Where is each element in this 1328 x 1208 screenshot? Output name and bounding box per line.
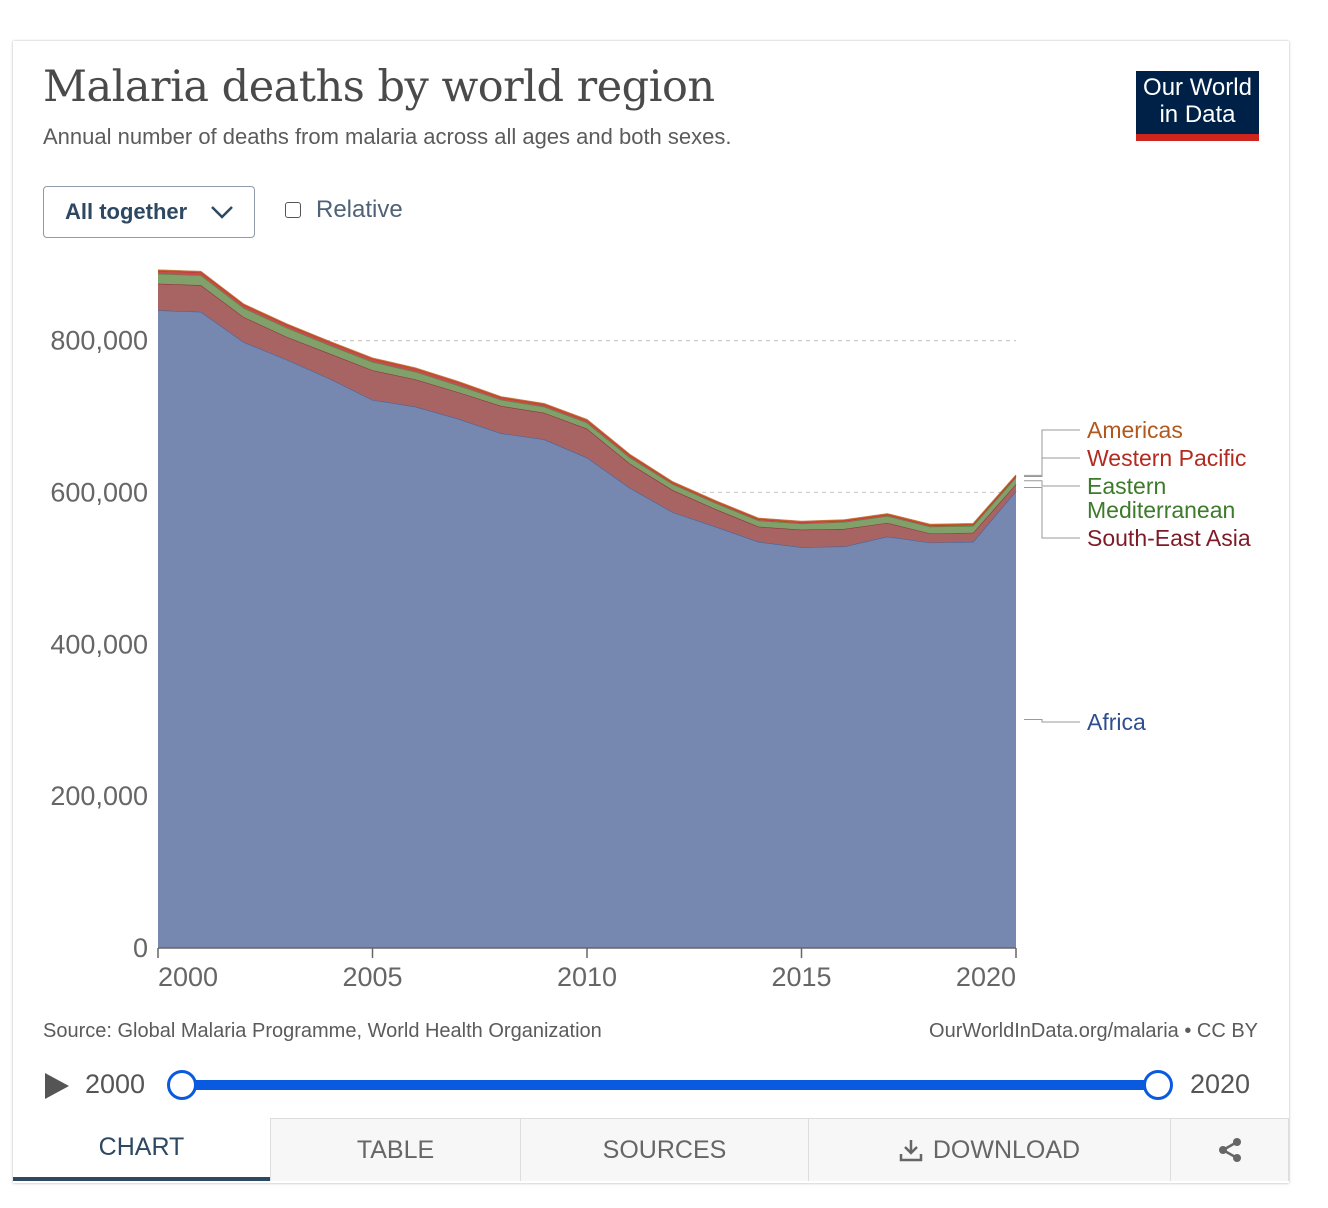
timeline: 2000 2020 (0, 1060, 1328, 1112)
x-tick-label: 2020 (956, 962, 1016, 992)
source-note[interactable]: Source: Global Malaria Programme, World … (43, 1020, 602, 1042)
y-tick-label: 200,000 (50, 781, 148, 811)
stacked-areas[interactable] (157, 269, 1017, 949)
y-tick-label: 800,000 (50, 326, 148, 356)
chart-title: Malaria deaths by world region (43, 62, 715, 112)
area-edge-americas (157, 269, 1017, 525)
tab-chart[interactable]: CHART (13, 1118, 270, 1181)
legend-connector-south-east-asia (1024, 487, 1080, 539)
y-axis: 0 200,000 400,000 600,000 800,000 (50, 326, 148, 963)
chart-subtitle: Annual number of deaths from malaria acr… (43, 124, 732, 149)
timeline-start-handle[interactable] (167, 1070, 197, 1100)
download-icon (899, 1140, 923, 1162)
legend-label-africa[interactable]: Africa (1087, 709, 1146, 735)
timeline-track[interactable] (182, 1080, 1158, 1090)
stack-mode-dropdown[interactable]: All together (43, 186, 255, 238)
legend-label-eastern-mediterranean[interactable]: Eastern (1087, 473, 1166, 499)
tab-bar: CHART TABLE SOURCES DOWNLOAD (13, 1118, 1289, 1181)
x-tick-label: 2005 (342, 962, 402, 992)
legend-label-eastern-mediterranean[interactable]: Mediterranean (1087, 497, 1235, 523)
logo-line-2: in Data (1159, 101, 1236, 128)
download-label: DOWNLOAD (932, 1135, 1081, 1164)
legend-label-americas[interactable]: Americas (1087, 417, 1183, 443)
legend-label-south-east-asia[interactable]: South-East Asia (1087, 525, 1251, 551)
y-tick-label: 400,000 (50, 629, 148, 659)
timeline-end-handle[interactable] (1143, 1070, 1173, 1100)
legend-connector-eastern-mediterranean (1024, 480, 1080, 487)
legend-connector-africa (1024, 718, 1080, 723)
tab-sources[interactable]: SOURCES (520, 1118, 808, 1181)
x-axis: 2000 2005 2010 2015 2020 (157, 947, 1017, 992)
timeline-end-label: 2020 (1190, 1069, 1251, 1099)
relative-checkbox[interactable] (285, 202, 301, 218)
stack-mode-value: All together (65, 199, 188, 224)
y-tick-label: 600,000 (50, 477, 148, 507)
owid-logo[interactable]: Our World in Data (1136, 71, 1259, 141)
share-icon (1218, 1138, 1241, 1162)
legend-label-western-pacific[interactable]: Western Pacific (1087, 445, 1246, 471)
tab-share[interactable] (1170, 1118, 1289, 1181)
tab-table[interactable]: TABLE (270, 1118, 520, 1181)
timeline-start-label: 2000 (85, 1069, 146, 1099)
play-icon[interactable] (45, 1073, 69, 1099)
area-chart: 2000 2005 2010 2015 2020 0 200,000 400,000 600,… (50, 269, 1251, 992)
tab-download[interactable]: DOWNLOAD (808, 1118, 1170, 1181)
x-tick-label: 2015 (771, 962, 831, 992)
relative-label: Relative (316, 196, 403, 223)
logo-red-bar (1136, 134, 1259, 141)
legend-connector-western-pacific (1024, 457, 1080, 478)
legend-connector-americas (1024, 429, 1080, 476)
y-tick-label: 0 (133, 933, 148, 963)
license-link[interactable]: OurWorldInData.org/malaria • CC BY (929, 1020, 1258, 1042)
chevron-down-icon (211, 206, 233, 219)
x-tick-label: 2000 (158, 962, 218, 992)
logo-line-1: Our World (1143, 74, 1252, 101)
area-africa[interactable] (158, 310, 1016, 949)
x-tick-label: 2010 (557, 962, 617, 992)
